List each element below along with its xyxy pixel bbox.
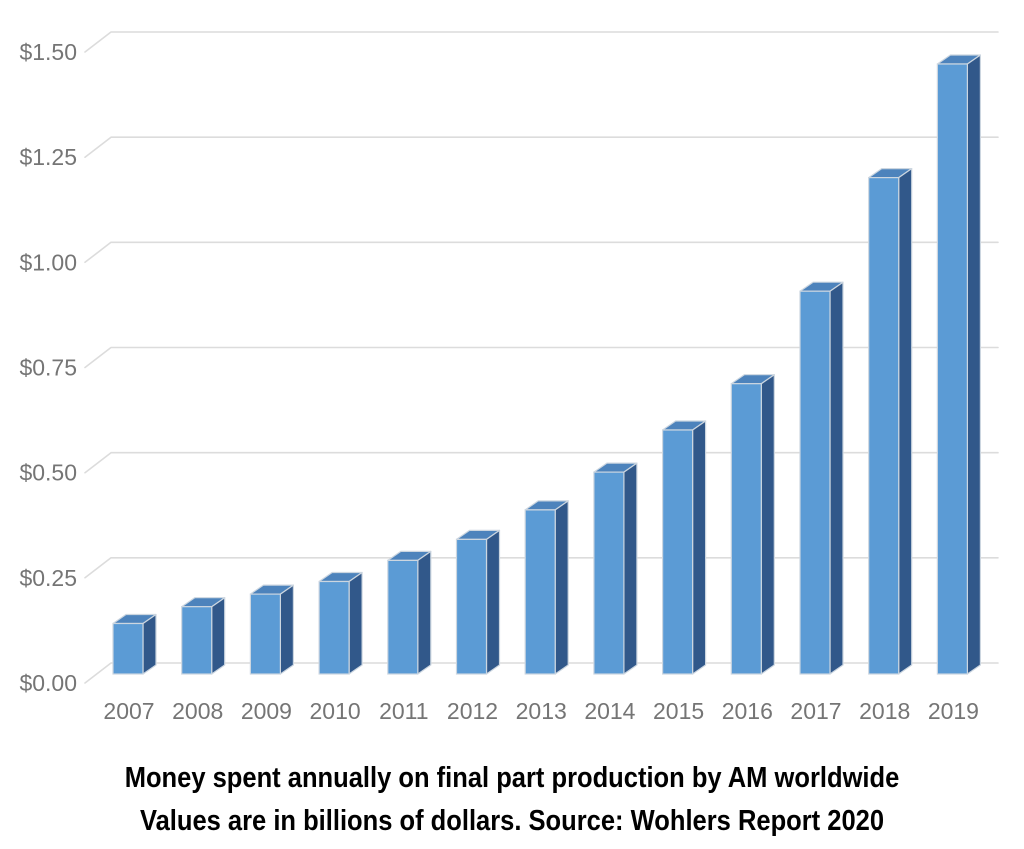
bar-2011: [387, 550, 432, 675]
bar-2007: [112, 613, 157, 675]
x-tick-label-2014: 2014: [584, 698, 635, 724]
gridline-$1.00: [84, 241, 999, 264]
bar-2010: [318, 571, 363, 675]
bar-side-face: [142, 613, 157, 675]
bar-front-face: [730, 383, 762, 675]
bar-2012: [455, 529, 501, 675]
bar-side-face: [829, 281, 844, 675]
x-tick-label-2013: 2013: [516, 698, 567, 724]
x-tick-label-2012: 2012: [447, 698, 498, 724]
bars: [112, 54, 982, 675]
bar-2009: [249, 584, 294, 675]
caption-line-2: Values are in billions of dollars. Sourc…: [139, 805, 885, 837]
x-tick-label-2015: 2015: [653, 698, 704, 724]
x-axis-tick-labels: 2007 2008 2009 2010 2011 2012 2013 2014 2015 2016…: [103, 698, 979, 724]
y-axis-tick-labels: $0.00 $0.25 $0.50 $0.75 $1.00 $1.25 $1.50: [19, 39, 77, 696]
x-tick-label-2009: 2009: [241, 698, 292, 724]
bar-front-face: [249, 593, 281, 675]
gridline-$1.25: [84, 136, 999, 158]
y-tick-label-$0.00: $0.00: [19, 670, 77, 696]
y-tick-label-$1.25: $1.25: [19, 144, 77, 170]
x-tick-label-2007: 2007: [103, 698, 154, 724]
bar-2015: [661, 420, 707, 675]
bar-2019: [936, 54, 982, 675]
x-tick-label-2017: 2017: [790, 698, 841, 724]
bar-side-face: [348, 571, 363, 675]
bar-front-face: [799, 290, 831, 675]
bar-side-face: [691, 420, 707, 675]
gridlines: [84, 31, 999, 684]
x-tick-label-2010: 2010: [310, 698, 361, 724]
x-tick-label-2011: 2011: [379, 698, 428, 724]
bar-front-face: [455, 538, 488, 675]
gridline-$0.75: [84, 346, 999, 369]
bar-front-face: [936, 63, 969, 675]
bar-2017: [799, 281, 844, 675]
y-tick-label-$0.75: $0.75: [19, 355, 77, 381]
x-tick-label-2018: 2018: [859, 698, 910, 724]
bar-front-face: [181, 606, 213, 675]
bar-front-face: [524, 509, 556, 675]
bar-side-face: [211, 597, 226, 675]
bar-side-face: [898, 168, 913, 675]
gridline-$1.50: [84, 31, 999, 53]
y-tick-label-$1.50: $1.50: [19, 39, 77, 65]
x-tick-label-2016: 2016: [722, 698, 773, 724]
gridline-$0.50: [84, 451, 999, 474]
bar-2008: [181, 597, 226, 675]
bar-front-face: [593, 471, 625, 675]
bar-front-face: [868, 177, 900, 675]
x-tick-label-2019: 2019: [928, 698, 979, 724]
bar-side-face: [279, 584, 294, 675]
x-tick-label-2008: 2008: [172, 698, 223, 724]
bar-front-face: [112, 622, 144, 675]
bar-side-face: [485, 529, 501, 675]
bar-side-face: [417, 550, 432, 675]
y-tick-label-$0.50: $0.50: [19, 460, 77, 486]
bar-side-face: [554, 500, 569, 675]
bar-side-face: [966, 54, 982, 675]
caption-line-1: Money spent annually on final part produ…: [124, 762, 900, 794]
bar-side-face: [623, 462, 638, 675]
bar-2014: [593, 462, 638, 675]
bar-chart: $0.00 $0.25 $0.50 $0.75 $1.00 $1.25 $1.50 2007…: [19, 31, 999, 724]
bar-front-face: [661, 429, 694, 675]
bar-2018: [868, 168, 913, 675]
bar-2016: [730, 374, 775, 675]
y-tick-label-$1.00: $1.00: [19, 249, 77, 275]
chart-caption: Money spent annually on final part produ…: [0, 757, 1024, 843]
bar-front-face: [387, 559, 419, 675]
y-tick-label-$0.25: $0.25: [19, 565, 77, 591]
bar-front-face: [318, 580, 350, 675]
bar-2013: [524, 500, 569, 675]
bar-side-face: [760, 374, 775, 675]
